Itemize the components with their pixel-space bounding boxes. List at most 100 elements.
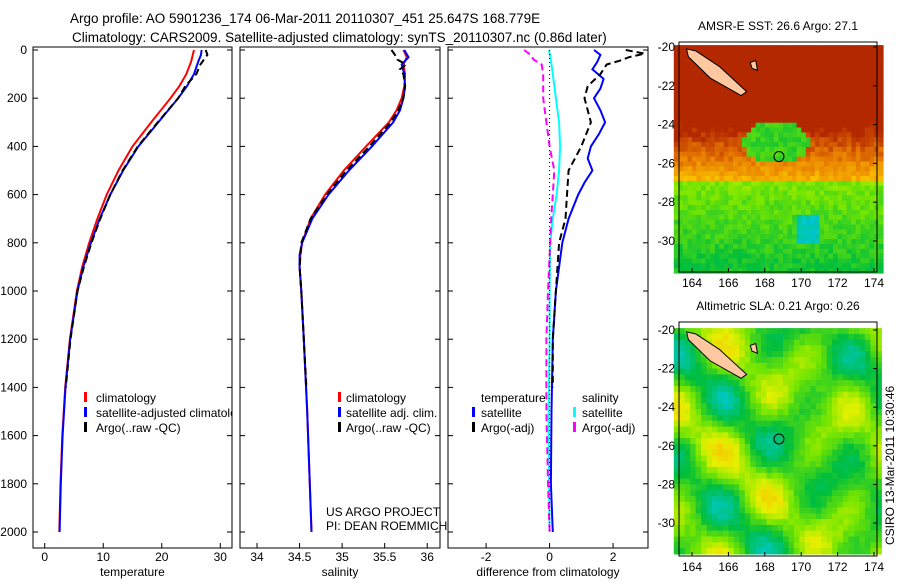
map-cell xyxy=(810,472,817,480)
map-cell xyxy=(810,142,816,148)
map-cell xyxy=(878,176,884,182)
loyalty-islands xyxy=(749,59,759,72)
map-cell xyxy=(833,268,839,274)
map-cell xyxy=(833,263,839,269)
map-cell xyxy=(690,345,697,352)
map-cell xyxy=(739,455,746,462)
map-cell xyxy=(855,239,861,245)
map-cell xyxy=(755,185,761,192)
map-cell xyxy=(733,357,740,364)
map-cell xyxy=(828,146,834,153)
map-cell xyxy=(799,420,806,428)
map-cell xyxy=(828,122,834,129)
map-cell xyxy=(673,328,680,335)
map-cell xyxy=(746,180,752,187)
map-cell xyxy=(760,171,766,177)
map-cell xyxy=(696,83,702,90)
map-cell xyxy=(695,530,702,538)
legend-swatch-black xyxy=(338,422,341,432)
map-cell xyxy=(783,83,789,90)
map-cell xyxy=(788,380,795,387)
map-cell xyxy=(751,258,757,264)
map-cell xyxy=(705,45,711,51)
map-cell xyxy=(690,386,697,393)
map-cell xyxy=(783,171,789,177)
map-cell xyxy=(805,127,811,133)
map-cell xyxy=(719,258,725,264)
map-cell xyxy=(878,224,884,230)
map-cell xyxy=(773,64,779,70)
map-cell xyxy=(696,122,702,129)
map-cell xyxy=(805,137,811,143)
map-cell xyxy=(792,83,798,90)
map-cell xyxy=(870,328,877,335)
map-cell xyxy=(815,414,822,422)
map-cell xyxy=(824,127,830,133)
map-cell xyxy=(673,484,680,491)
map-cell xyxy=(682,49,688,56)
map-cell xyxy=(769,69,775,75)
map-cell xyxy=(837,403,844,410)
map-cell xyxy=(772,455,779,462)
x-tick-label: 34.5 xyxy=(288,550,312,564)
map-cell xyxy=(701,263,707,269)
map-cell xyxy=(744,391,751,399)
map-cell xyxy=(778,229,784,235)
map-cell xyxy=(859,530,866,538)
map-cell xyxy=(832,438,839,445)
map-cell xyxy=(687,248,693,255)
map-cell xyxy=(673,258,679,264)
map-cell xyxy=(842,54,848,61)
map-cell xyxy=(869,268,875,274)
legend-swatch-blue xyxy=(84,407,87,417)
map-cell xyxy=(692,210,698,216)
map-cell xyxy=(764,224,770,230)
map-cell xyxy=(755,472,762,480)
map-cell xyxy=(746,88,752,95)
map-cell xyxy=(746,59,752,65)
map-cell xyxy=(717,414,724,422)
map-cell xyxy=(837,467,844,474)
map-cell xyxy=(843,432,850,439)
map-cell xyxy=(854,351,861,358)
map-cell xyxy=(819,200,825,206)
map-cell xyxy=(801,146,807,153)
map-cell xyxy=(826,507,833,514)
map-cell xyxy=(766,542,773,549)
map-cell xyxy=(878,253,884,259)
map-cell xyxy=(826,409,833,416)
map-cell xyxy=(710,127,716,133)
map-cell xyxy=(878,146,884,153)
map-cell xyxy=(746,205,752,211)
map-cell xyxy=(792,156,798,162)
map-cell xyxy=(801,98,807,104)
map-cell xyxy=(682,156,688,162)
map-cell xyxy=(687,142,693,148)
map-cell xyxy=(687,88,693,95)
map-cell xyxy=(751,142,757,148)
map-cell xyxy=(842,239,848,245)
map-cell xyxy=(705,180,711,187)
map-cell xyxy=(810,397,817,404)
map-cell xyxy=(746,161,752,167)
map-cell xyxy=(692,171,698,177)
map-cell xyxy=(783,210,789,216)
map-cell xyxy=(793,420,800,428)
map-cell xyxy=(773,234,779,240)
map-cell xyxy=(783,146,789,153)
map-cell xyxy=(792,268,798,274)
map-cell xyxy=(679,536,686,543)
map-cell xyxy=(804,420,811,428)
map-cell xyxy=(750,484,757,491)
map-cell xyxy=(819,210,825,216)
map-cell xyxy=(787,239,793,245)
map-cell xyxy=(869,98,875,104)
map-cell xyxy=(723,122,729,129)
map-cell xyxy=(684,426,691,433)
map-cell xyxy=(837,333,844,341)
map-cell xyxy=(764,248,770,255)
map-cell xyxy=(810,438,817,445)
map-cell xyxy=(815,368,822,375)
map-cell xyxy=(783,455,790,462)
map-cell xyxy=(673,432,680,439)
